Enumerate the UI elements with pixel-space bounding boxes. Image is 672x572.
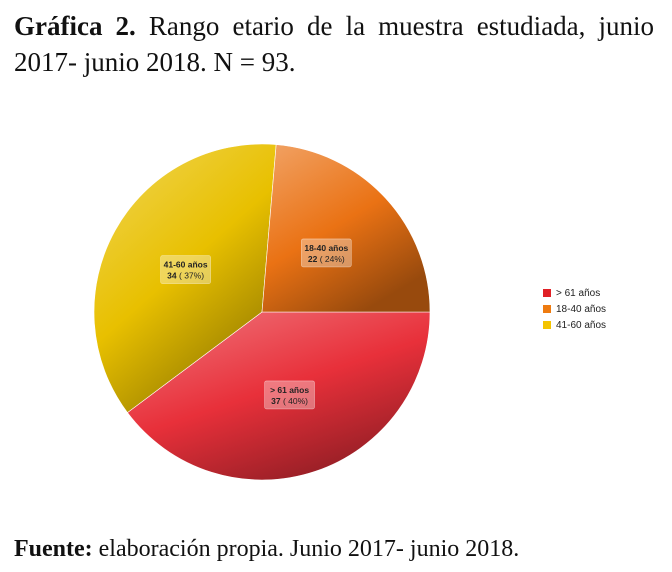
slice-value: 34 ( 37%)	[167, 271, 204, 281]
slice-name: 18-40 años	[304, 243, 348, 253]
label-box	[264, 380, 315, 410]
legend-swatch	[543, 289, 551, 297]
legend-label: > 61 años	[556, 288, 600, 299]
slice-18-40-a-os	[261, 144, 431, 313]
slice-41-60-a-os	[93, 143, 277, 413]
slice-61-a-os	[127, 311, 431, 481]
figure-caption: Gráfica 2. Rango etario de la muestra es…	[14, 8, 654, 80]
legend: > 61 años 18-40 años 41-60 años	[543, 288, 606, 331]
source-note: Fuente: elaboración propia. Junio 2017- …	[14, 536, 519, 563]
slice-name: 41-60 años	[164, 260, 208, 270]
legend-item-18-40-a-os: 18-40 años	[543, 304, 606, 315]
pie-slices	[93, 143, 431, 481]
source-label: Fuente:	[14, 536, 93, 562]
legend-label: 41-60 años	[556, 320, 606, 331]
label-box	[160, 255, 211, 284]
caption-label: Gráfica 2.	[14, 11, 136, 41]
legend-label: 18-40 años	[556, 304, 606, 315]
slice-value: 37 ( 40%)	[271, 396, 308, 406]
source-text: elaboración propia. Junio 2017- junio 20…	[92, 536, 520, 562]
caption-text: Rango etario de la muestra estudiada, ju…	[14, 11, 654, 77]
slice-name: > 61 años	[270, 385, 309, 395]
legend-swatch	[543, 321, 551, 329]
slice-value: 22 ( 24%)	[308, 254, 345, 264]
legend-item-61-a-os: > 61 años	[543, 288, 600, 299]
legend-item-41-60-a-os: 41-60 años	[543, 320, 606, 331]
legend-swatch	[543, 305, 551, 313]
label-box	[301, 238, 352, 268]
